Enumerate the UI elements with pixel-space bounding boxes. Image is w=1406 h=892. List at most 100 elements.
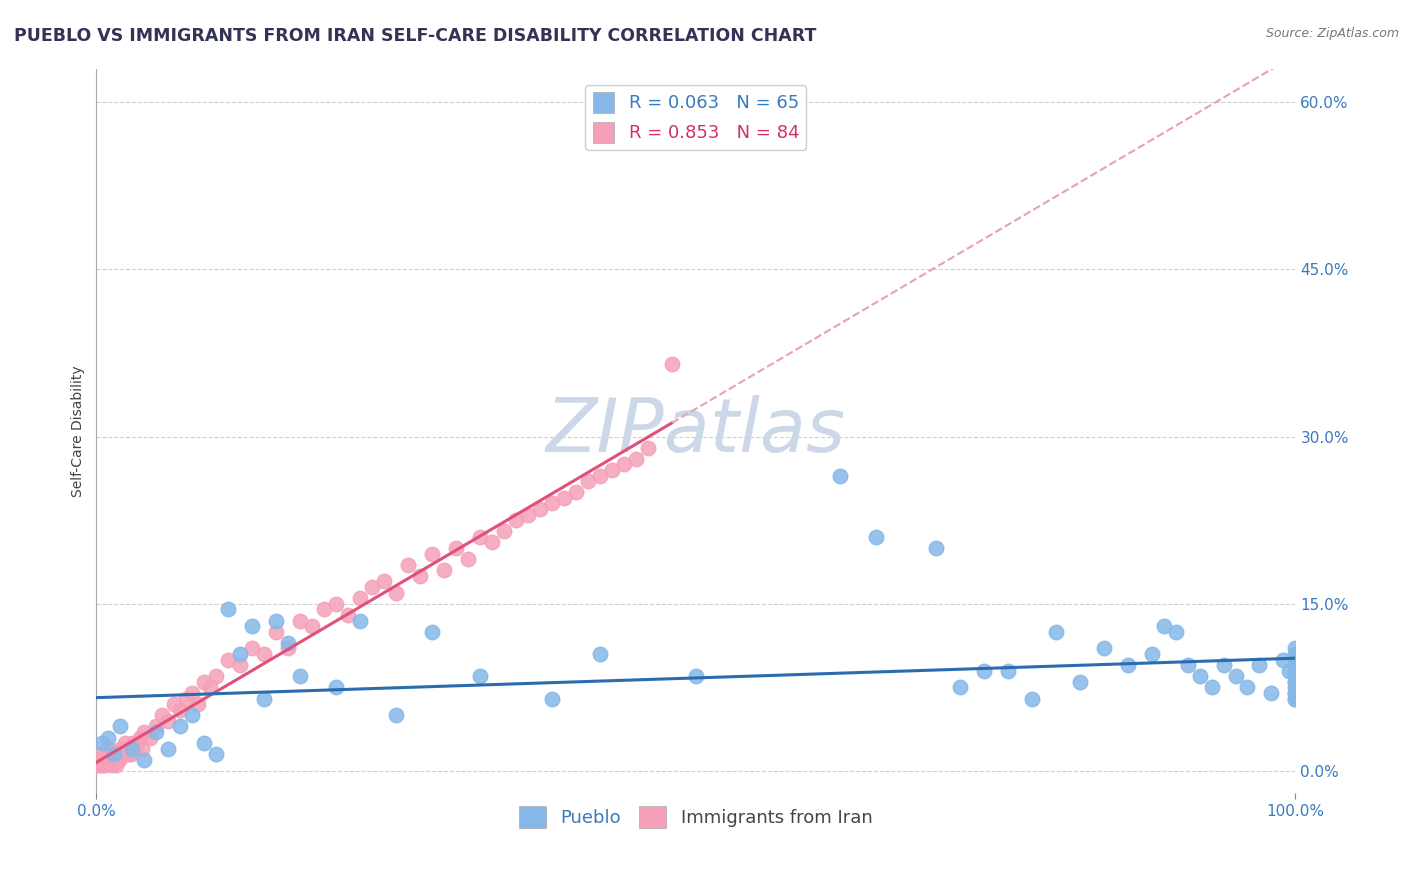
Point bbox=[1021, 691, 1043, 706]
Point bbox=[229, 658, 252, 673]
Point bbox=[103, 747, 125, 762]
Point bbox=[314, 602, 336, 616]
Point bbox=[89, 758, 111, 772]
Legend: Pueblo, Immigrants from Iran: Pueblo, Immigrants from Iran bbox=[512, 798, 880, 835]
Point bbox=[1225, 669, 1247, 683]
Point bbox=[337, 607, 360, 622]
Y-axis label: Self-Care Disability: Self-Care Disability bbox=[72, 365, 86, 497]
Point bbox=[145, 725, 167, 739]
Point bbox=[101, 758, 124, 772]
Point bbox=[127, 736, 149, 750]
Point bbox=[637, 441, 659, 455]
Point bbox=[349, 614, 371, 628]
Text: Source: ZipAtlas.com: Source: ZipAtlas.com bbox=[1265, 27, 1399, 40]
Point bbox=[1092, 641, 1115, 656]
Point bbox=[925, 541, 948, 555]
Point bbox=[1284, 691, 1306, 706]
Point bbox=[433, 563, 456, 577]
Point bbox=[1177, 658, 1199, 673]
Point bbox=[120, 747, 142, 762]
Point bbox=[86, 758, 108, 772]
Text: ZIPatlas: ZIPatlas bbox=[546, 395, 846, 467]
Point bbox=[589, 647, 612, 661]
Point bbox=[110, 719, 132, 733]
Point bbox=[396, 558, 419, 572]
Point bbox=[117, 741, 139, 756]
Point bbox=[420, 547, 443, 561]
Point bbox=[865, 530, 887, 544]
Point bbox=[157, 714, 180, 728]
Point bbox=[301, 619, 323, 633]
Point bbox=[492, 524, 515, 539]
Point bbox=[253, 691, 276, 706]
Point bbox=[457, 552, 479, 566]
Point bbox=[121, 741, 143, 756]
Point bbox=[240, 641, 263, 656]
Point bbox=[128, 731, 150, 745]
Point bbox=[163, 697, 186, 711]
Point bbox=[229, 647, 252, 661]
Point bbox=[409, 569, 432, 583]
Point bbox=[107, 747, 129, 762]
Point bbox=[553, 491, 575, 505]
Point bbox=[1164, 624, 1187, 639]
Point bbox=[264, 624, 287, 639]
Point bbox=[1236, 681, 1258, 695]
Point bbox=[468, 669, 491, 683]
Point bbox=[1284, 658, 1306, 673]
Point bbox=[1284, 681, 1306, 695]
Point bbox=[108, 753, 131, 767]
Point bbox=[118, 747, 141, 762]
Point bbox=[100, 747, 122, 762]
Point bbox=[349, 591, 371, 606]
Point bbox=[217, 652, 239, 666]
Point bbox=[277, 636, 299, 650]
Point bbox=[277, 641, 299, 656]
Point bbox=[517, 508, 540, 522]
Point bbox=[91, 758, 114, 772]
Point bbox=[110, 747, 132, 762]
Point bbox=[1260, 686, 1282, 700]
Point bbox=[505, 513, 527, 527]
Point bbox=[385, 708, 408, 723]
Point bbox=[1284, 647, 1306, 661]
Point bbox=[685, 669, 707, 683]
Point bbox=[1284, 658, 1306, 673]
Point bbox=[290, 669, 312, 683]
Point bbox=[1284, 674, 1306, 689]
Point bbox=[97, 731, 120, 745]
Point bbox=[1284, 686, 1306, 700]
Point bbox=[87, 753, 110, 767]
Point bbox=[91, 736, 114, 750]
Point bbox=[444, 541, 467, 555]
Point bbox=[1284, 669, 1306, 683]
Point bbox=[481, 535, 503, 549]
Point bbox=[1153, 619, 1175, 633]
Point bbox=[90, 747, 112, 762]
Point bbox=[205, 747, 228, 762]
Point bbox=[169, 719, 191, 733]
Point bbox=[541, 691, 564, 706]
Point bbox=[97, 741, 120, 756]
Point bbox=[264, 614, 287, 628]
Point bbox=[361, 580, 384, 594]
Point bbox=[93, 753, 115, 767]
Point bbox=[576, 474, 599, 488]
Point bbox=[110, 741, 132, 756]
Point bbox=[1116, 658, 1139, 673]
Point bbox=[589, 468, 612, 483]
Point bbox=[1284, 641, 1306, 656]
Point bbox=[118, 741, 141, 756]
Point bbox=[600, 463, 623, 477]
Point bbox=[1284, 691, 1306, 706]
Point bbox=[1284, 664, 1306, 678]
Point bbox=[1278, 664, 1301, 678]
Point bbox=[93, 758, 115, 772]
Point bbox=[205, 669, 228, 683]
Point bbox=[187, 697, 209, 711]
Point bbox=[96, 747, 118, 762]
Point bbox=[145, 719, 167, 733]
Point bbox=[193, 736, 215, 750]
Point bbox=[973, 664, 995, 678]
Point bbox=[114, 736, 136, 750]
